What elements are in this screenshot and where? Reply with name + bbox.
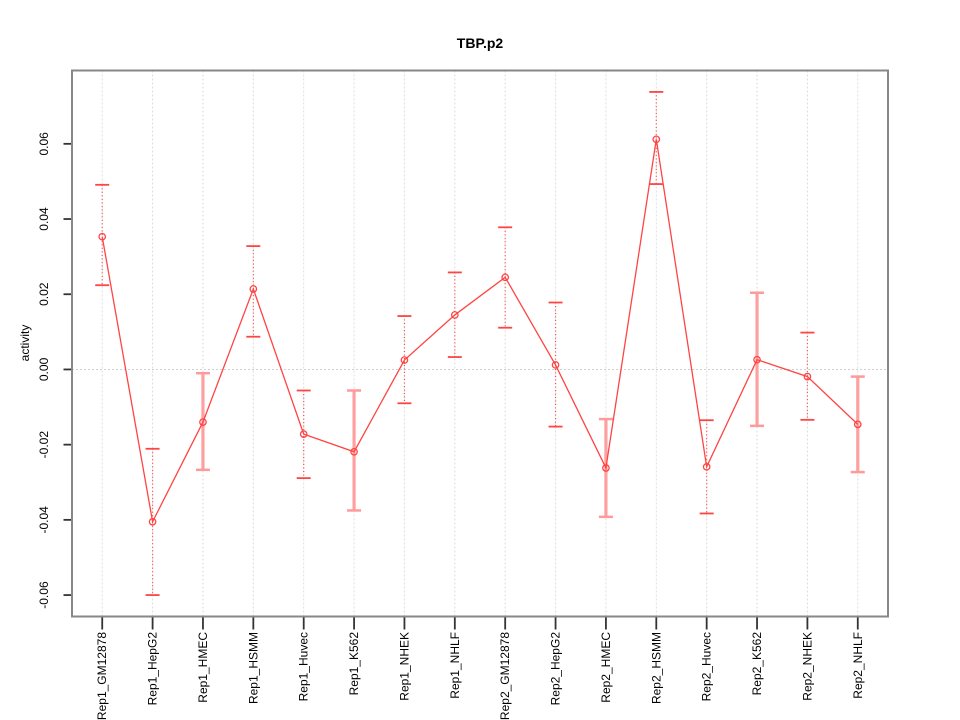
x-tick-label: Rep1_HMEC xyxy=(196,632,210,703)
x-tick-label: Rep2_NHLF xyxy=(851,632,865,699)
data-point-marker xyxy=(350,447,358,456)
data-point-marker xyxy=(853,420,862,429)
y-tick-label: 0.02 xyxy=(37,282,51,306)
x-tick-label: Rep1_NHLF xyxy=(448,632,462,699)
data-point-marker xyxy=(400,356,409,364)
y-tick-label: -0.02 xyxy=(37,431,51,459)
data-point-marker xyxy=(803,372,812,381)
data-point-marker xyxy=(652,135,661,144)
y-tick-label: -0.06 xyxy=(37,581,51,609)
x-tick-label: Rep2_HMEC xyxy=(599,632,613,703)
data-point-marker xyxy=(249,285,258,293)
x-tick-label: Rep2_Huvec xyxy=(700,632,714,701)
data-points xyxy=(98,135,862,526)
data-point-marker xyxy=(450,311,459,319)
x-tick-label: Rep1_GM12878 xyxy=(95,632,109,720)
x-tick-label: Rep2_HepG2 xyxy=(549,632,563,706)
data-point-marker xyxy=(602,464,610,472)
data-point-marker xyxy=(299,430,308,438)
x-tick-label: Rep2_K562 xyxy=(750,632,764,696)
data-point-marker xyxy=(199,418,207,426)
data-point-marker xyxy=(551,361,560,369)
y-tick-label: -0.04 xyxy=(37,506,51,534)
data-point-marker xyxy=(753,355,761,364)
x-tick-label: Rep2_NHEK xyxy=(800,632,814,701)
y-tick-label: 0.04 xyxy=(37,207,51,231)
x-tick-label: Rep1_Huvec xyxy=(297,632,311,701)
x-tick-label: Rep1_HSMM xyxy=(246,632,260,704)
error-bars xyxy=(95,91,865,596)
data-point-marker xyxy=(501,273,510,282)
series-line xyxy=(101,139,859,524)
x-tick-label: Rep2_HSMM xyxy=(649,632,663,704)
y-axis: -0.06 -0.04 -0.02 0.00 0.02 0.04 0.06 xyxy=(37,132,71,609)
chart-title: TBP.p2 xyxy=(456,35,504,51)
gridlines xyxy=(101,70,859,617)
data-point-marker xyxy=(702,462,711,471)
data-point-marker xyxy=(148,517,157,526)
x-tick-label: Rep1_HepG2 xyxy=(146,632,160,706)
x-tick-label: Rep1_NHEK xyxy=(397,632,411,701)
y-tick-label: 0.06 xyxy=(37,132,51,156)
x-tick-label: Rep1_K562 xyxy=(347,632,361,696)
x-axis: Rep1_GM12878 Rep1_HepG2 Rep1_HMEC Rep1_HSMM… xyxy=(95,617,865,720)
x-tick-label: Rep2_GM12878 xyxy=(498,632,512,720)
y-tick-label: 0.00 xyxy=(37,357,51,381)
plot-border xyxy=(71,69,889,618)
data-point-marker xyxy=(98,232,107,241)
